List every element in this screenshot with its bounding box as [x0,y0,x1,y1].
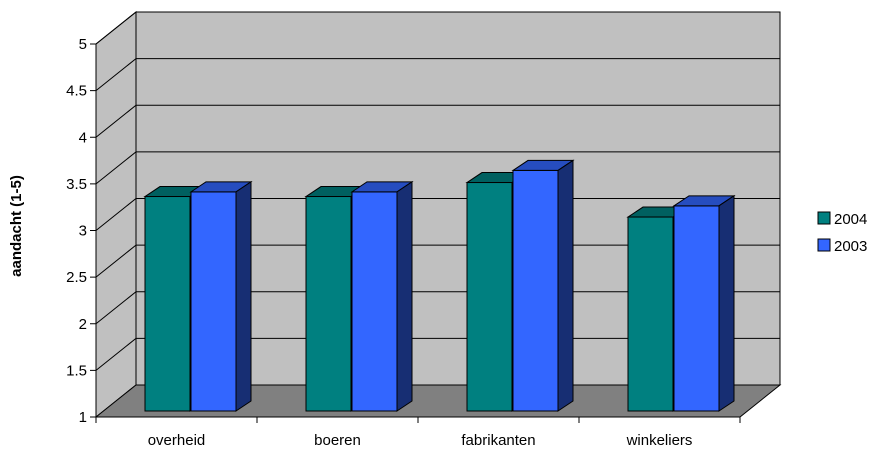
bar-front [466,182,513,412]
gridline [95,151,780,185]
bar [304,185,368,412]
bar [350,180,414,412]
bar-front [627,216,674,412]
bar-side [557,159,574,412]
y-tick-label: 2 [79,316,87,333]
legend-label: 2004 [834,211,867,228]
legend-swatch [817,211,831,225]
bar-front [673,205,720,412]
bar-front [144,196,191,412]
legend: 2004 2003 [817,211,867,255]
gridline [95,11,780,45]
bar-side [235,180,252,412]
y-tick-label: 5 [79,36,87,53]
bar-side [718,194,735,412]
bar [672,194,736,412]
x-category-label: overheid [148,432,206,449]
y-tick-label: 3 [79,223,87,240]
x-category-label: winkeliers [626,432,693,449]
y-tick-label: 3.5 [66,176,87,193]
bars [143,159,736,412]
bar [511,159,575,412]
y-tick-label: 4.5 [66,83,87,100]
y-tick-label: 4 [79,129,87,146]
y-tick-label: 1.5 [66,362,87,379]
x-category-label: boeren [314,432,361,449]
gridline [95,58,780,92]
x-category-label: fabrikanten [461,432,535,449]
bar-side [396,180,413,412]
bar [189,180,253,412]
y-tick-label: 2.5 [66,269,87,286]
bar-front [305,196,352,412]
x-category-labels: overheid boeren fabrikanten winkeliers [148,432,693,449]
axes [90,43,741,423]
legend-swatch [817,238,831,252]
bar-front [190,191,237,412]
y-tick-label: 1 [79,409,87,426]
y-tick-labels: 1 1.5 2 2.5 3 3.5 4 4.5 5 [66,36,87,426]
bar-front [512,169,559,412]
bar-front [351,191,398,412]
gridline [95,104,780,138]
y-axis-label: aandacht (1-5) [8,175,25,277]
legend-label: 2003 [834,238,867,255]
